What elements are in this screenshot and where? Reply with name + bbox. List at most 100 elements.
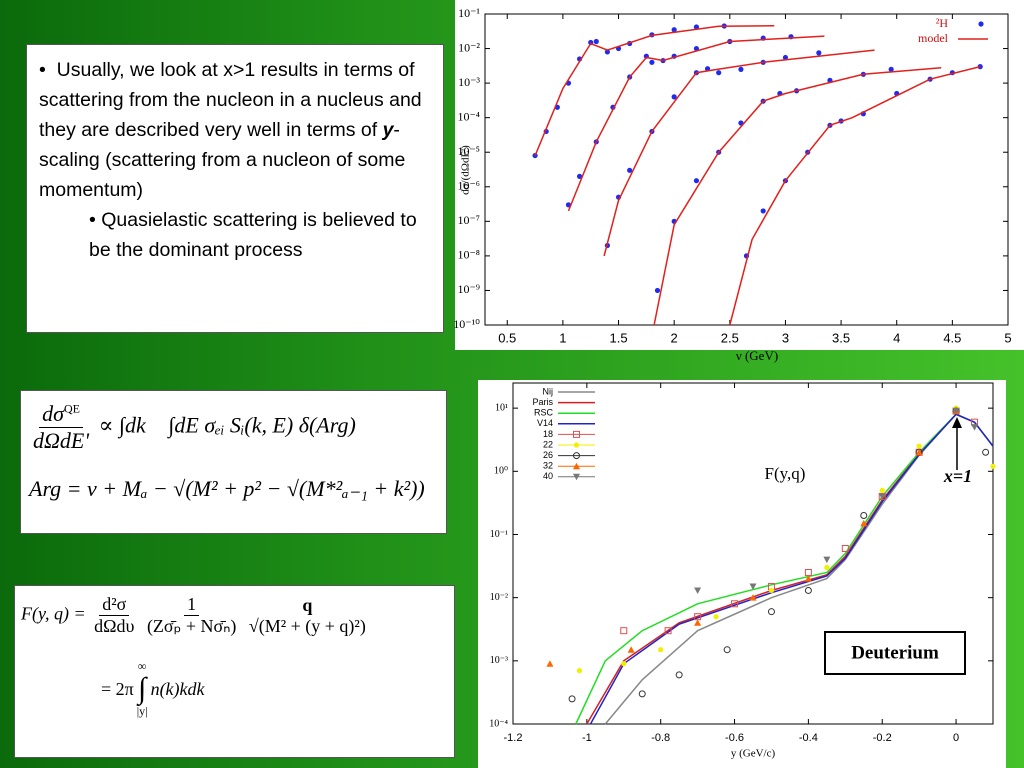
equation: F(y, q) = d²σ dΩdυ 1 (Zσ̄ₚ + Nσ̄ₙ) q √(M² +… xyxy=(21,594,448,637)
x-tick-label: 3 xyxy=(782,330,789,345)
legend-label: 26 xyxy=(543,450,553,460)
fraction: dσQE dΩdE' xyxy=(33,401,89,454)
data-point xyxy=(760,208,766,214)
data-point xyxy=(982,448,990,456)
data-point xyxy=(824,564,830,571)
y-tick-label: 10¹ xyxy=(495,402,508,413)
bullet-text: -scaling (scattering from a nucleon of s… xyxy=(39,119,406,201)
legend-marker xyxy=(573,473,580,481)
x-tick-label: 1.5 xyxy=(609,330,627,345)
data-point xyxy=(693,178,700,184)
y-tick-label: 10⁻⁴ xyxy=(457,109,480,123)
x-tick-label: 0 xyxy=(953,732,959,744)
equation-box: dσQE dΩdE' ∝ ∫dk⃗ ∫dE σₑᵢ Sᵢ(k, E) δ(Arg)… xyxy=(20,390,447,534)
eq-text: F(y, q) = xyxy=(21,603,86,624)
eq-text: dσ xyxy=(42,401,64,426)
data-point xyxy=(671,27,677,33)
model-line xyxy=(653,66,942,326)
x-tick-label: 0.5 xyxy=(498,330,516,345)
data-point xyxy=(716,70,722,76)
y-tick-label: 10⁻⁶ xyxy=(457,179,480,193)
y-axis-label: dσ/(dΩdE') xyxy=(460,145,472,195)
legend-label: 18 xyxy=(543,429,553,439)
fraction: 1 (Zσ̄ₚ + Nσ̄ₙ) xyxy=(147,594,236,637)
data-point xyxy=(621,661,627,667)
model-line xyxy=(589,413,994,725)
x-tick-label: 3.5 xyxy=(832,330,850,345)
data-point xyxy=(604,49,611,55)
fraction: q √(M² + (y + q)²) xyxy=(249,595,366,637)
plot-frame xyxy=(512,382,994,725)
model-line xyxy=(567,35,825,212)
data-point xyxy=(664,627,672,635)
eq-text: Arg = ν + Mₐ − √(M² + p² − √(M*²ₐ₋₁ + k²… xyxy=(29,476,425,501)
legend-label: Paris xyxy=(532,397,553,407)
eq-text: QE xyxy=(63,401,80,416)
data-point xyxy=(627,646,635,653)
data-point xyxy=(638,690,646,698)
x-tick-label: -1 xyxy=(582,732,592,744)
label-box xyxy=(824,631,966,675)
data-point xyxy=(888,66,894,72)
data-point xyxy=(576,668,583,674)
fraction: d²σ dΩdυ xyxy=(94,594,134,637)
data-point xyxy=(804,586,812,594)
eq-text: q xyxy=(302,594,313,615)
eq-text: d²σ xyxy=(99,594,130,616)
eq-text: = 2π xyxy=(101,678,134,699)
data-point xyxy=(694,587,702,594)
y-tick-label: 10⁻⁵ xyxy=(457,144,480,158)
x-tick-label: 5 xyxy=(1004,330,1011,345)
annotation: Deuterium xyxy=(851,642,939,663)
eq-text: 1 xyxy=(184,594,200,616)
annotation: F(y,q) xyxy=(765,464,806,483)
legend-label: 22 xyxy=(543,439,553,449)
y-tick-label: 10⁻⁷ xyxy=(457,213,480,227)
legend-label: Nij xyxy=(543,386,554,396)
equation: = 2π ∞ ∫ |y| n(k)kdk xyxy=(101,659,448,719)
x-tick-label: 2.5 xyxy=(721,330,739,345)
x-tick-label: -0.4 xyxy=(799,732,818,744)
eq-text: dΩdE' xyxy=(33,428,90,453)
eq-text: (Zσ̄ₚ + Nσ̄ₙ) xyxy=(146,616,237,636)
equation: dσQE dΩdE' ∝ ∫dk⃗ ∫dE σₑᵢ Sᵢ(k, E) δ(Arg) xyxy=(29,401,438,454)
eq-text: n(k)kdk xyxy=(150,678,205,699)
legend-label: V14 xyxy=(537,418,553,428)
legend-label: model xyxy=(918,31,949,45)
data-point xyxy=(658,647,664,653)
data-point xyxy=(723,646,731,654)
legend-marker xyxy=(573,442,580,448)
data-point xyxy=(971,424,979,431)
sub-bullet-text: Quasielastic scattering is believed to b… xyxy=(89,209,417,261)
plot-frame xyxy=(484,13,1009,326)
data-point xyxy=(952,408,960,415)
equation-box: F(y, q) = d²σ dΩdυ 1 (Zσ̄ₚ + Nσ̄ₙ) q √(M² +… xyxy=(14,585,455,758)
model-line xyxy=(603,49,875,257)
y-tick-label: 10⁻² xyxy=(490,592,508,603)
x-axis-label: ν (GeV) xyxy=(736,348,778,363)
arrow-head xyxy=(952,417,962,428)
x-tick-label: 4 xyxy=(893,330,900,345)
data-point xyxy=(767,608,775,616)
data-point xyxy=(915,448,923,456)
model-line xyxy=(729,65,981,326)
x-tick-label: 4.5 xyxy=(943,330,961,345)
bullet-text: Usually, we look at x>1 results in terms… xyxy=(39,59,422,141)
x-tick-label: 1 xyxy=(559,330,566,345)
legend-marker xyxy=(573,462,580,470)
x-tick-label: 2 xyxy=(671,330,678,345)
data-point xyxy=(693,24,700,30)
data-point xyxy=(671,94,677,100)
bullet-text: y xyxy=(382,119,394,141)
data-point xyxy=(713,614,719,620)
annotation: x=1 xyxy=(943,466,972,486)
data-point xyxy=(694,619,702,626)
legend-marker xyxy=(573,430,580,438)
y-tick-label: 10⁻¹ xyxy=(490,529,508,540)
y-tick-label: 10⁻⁴ xyxy=(489,718,508,729)
y-tick-label: 10⁻³ xyxy=(490,655,508,666)
data-point xyxy=(546,660,554,667)
integral: ∞ ∫ |y| xyxy=(136,659,148,718)
